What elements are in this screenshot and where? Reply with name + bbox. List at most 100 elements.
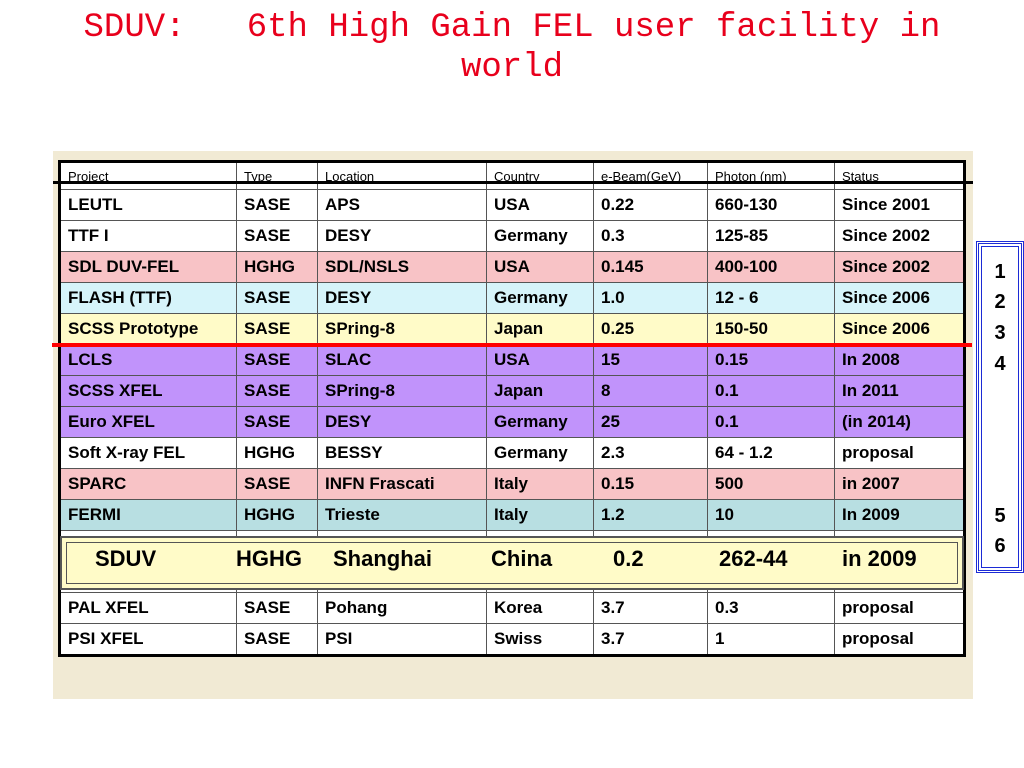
- table-cell: HGHG: [236, 437, 318, 469]
- sduv-status: in 2009: [842, 546, 917, 571]
- table-cell: TTF I: [59, 220, 237, 252]
- table-row: FERMI HGHG Trieste Italy 1.2 10 In 2009: [59, 499, 965, 531]
- table-cell: USA: [486, 251, 594, 283]
- table-cell: PAL XFEL: [59, 592, 237, 624]
- table-cell: Since 2002: [834, 251, 965, 283]
- sduv-country: China: [491, 546, 553, 571]
- table-row: LEUTL SASE APS USA 0.22 660-130 Since 2001: [59, 189, 965, 221]
- header-location: Location: [317, 161, 487, 190]
- rank-number-6: 6: [994, 535, 1006, 557]
- table-cell: SPring-8: [317, 313, 487, 345]
- header-project: Project: [59, 161, 237, 190]
- table-cell: In 2011: [834, 375, 965, 407]
- table-cell: SASE: [236, 623, 318, 656]
- table-cell: SASE: [236, 189, 318, 221]
- ranking-box: 1 2 3 4 5 6: [976, 241, 1024, 573]
- table-cell: (in 2014): [834, 406, 965, 438]
- table-cell: 1: [707, 623, 835, 656]
- table-header-row: Project Type Location Country e-Beam(GeV…: [59, 161, 965, 190]
- table-cell: Euro XFEL: [59, 406, 237, 438]
- table-cell: USA: [486, 344, 594, 376]
- table-cell: SASE: [236, 344, 318, 376]
- table-cell: DESY: [317, 406, 487, 438]
- table-cell: Since 2006: [834, 282, 965, 314]
- table-cell: LEUTL: [59, 189, 237, 221]
- slide-title: SDUV: 6th High Gain FEL user facility in…: [83, 9, 961, 87]
- table-cell: SPARC: [59, 468, 237, 500]
- sduv-project: SDUV: [95, 546, 157, 571]
- table-cell: in 2007: [834, 468, 965, 500]
- table-cell: APS: [317, 189, 487, 221]
- table-row: Euro XFEL SASE DESY Germany 25 0.1 (in 2014): [59, 406, 965, 438]
- table-cell: HGHG: [236, 251, 318, 283]
- table-cell: Since 2002: [834, 220, 965, 252]
- table-cell: 400-100: [707, 251, 835, 283]
- table-cell: Since 2006: [834, 313, 965, 345]
- table-cell: proposal: [834, 592, 965, 624]
- table-cell: proposal: [834, 623, 965, 656]
- table-body: LEUTL SASE APS USA 0.22 660-130 Since 2001 TTF …: [59, 189, 965, 656]
- header-status: Status: [834, 161, 965, 190]
- table-cell: DESY: [317, 220, 487, 252]
- table-cell: 1.2: [593, 499, 708, 531]
- header-type: Type: [236, 161, 318, 190]
- table-row: SDL DUV-FEL HGHG SDL/NSLS USA 0.145 400-100 Si…: [59, 251, 965, 283]
- rank-number-2: 2: [994, 291, 1006, 313]
- table-cell: 64 - 1.2: [707, 437, 835, 469]
- sduv-type: HGHG: [236, 546, 302, 571]
- table-cell: 12 - 6: [707, 282, 835, 314]
- table-cell: 150-50: [707, 313, 835, 345]
- table-cell: DESY: [317, 282, 487, 314]
- table-row: SCSS Prototype SASE SPring-8 Japan 0.25 150-5…: [59, 313, 965, 345]
- table-cell: LCLS: [59, 344, 237, 376]
- header-country: Country: [486, 161, 594, 190]
- table-cell: PSI: [317, 623, 487, 656]
- table-cell: 0.1: [707, 375, 835, 407]
- table-cell: HGHG: [236, 499, 318, 531]
- table-cell: Korea: [486, 592, 594, 624]
- table-cell: PSI XFEL: [59, 623, 237, 656]
- table-cell: Germany: [486, 220, 594, 252]
- table-cell: SASE: [236, 592, 318, 624]
- sduv-location: Shanghai: [333, 546, 433, 571]
- table-cell: SDL/NSLS: [317, 251, 487, 283]
- rank-number-3: 3: [994, 322, 1006, 344]
- table-cell: Germany: [486, 406, 594, 438]
- table-cell: Germany: [486, 437, 594, 469]
- header-ebeam: e-Beam(GeV): [593, 161, 708, 190]
- table-cell: INFN Frascati: [317, 468, 487, 500]
- table-cell: 0.3: [593, 220, 708, 252]
- table-cell: 0.15: [707, 344, 835, 376]
- fel-facility-table: Project Type Location Country e-Beam(GeV…: [58, 160, 966, 657]
- table-cell: USA: [486, 189, 594, 221]
- sduv-highlight-row: SDUV HGHG Shanghai China 0.2 262-44 in 2…: [60, 536, 964, 590]
- table-cell: Japan: [486, 375, 594, 407]
- table-cell: Germany: [486, 282, 594, 314]
- table-cell: 0.145: [593, 251, 708, 283]
- sduv-photon: 262-44: [719, 546, 788, 571]
- table-cell: BESSY: [317, 437, 487, 469]
- table-cell: SPring-8: [317, 375, 487, 407]
- table-cell: 3.7: [593, 623, 708, 656]
- table-row: SPARC SASE INFN Frascati Italy 0.15 500 in 200…: [59, 468, 965, 500]
- table-cell: Italy: [486, 499, 594, 531]
- table-row: TTF I SASE DESY Germany 0.3 125-85 Since 2002: [59, 220, 965, 252]
- table-row: LCLS SASE SLAC USA 15 0.15 In 2008: [59, 344, 965, 376]
- table-cell: 500: [707, 468, 835, 500]
- table-cell: 0.25: [593, 313, 708, 345]
- table-cell: 8: [593, 375, 708, 407]
- rank-number-4: 4: [994, 353, 1006, 375]
- table-cell: proposal: [834, 437, 965, 469]
- ranking-inner-border: [981, 246, 1019, 568]
- table-cell: SASE: [236, 468, 318, 500]
- table-cell: SASE: [236, 406, 318, 438]
- table-cell: SCSS XFEL: [59, 375, 237, 407]
- table-cell: Pohang: [317, 592, 487, 624]
- table-cell: FERMI: [59, 499, 237, 531]
- table-row: PAL XFEL SASE Pohang Korea 3.7 0.3 proposal: [59, 592, 965, 624]
- table-cell: 2.3: [593, 437, 708, 469]
- table-row: PSI XFEL SASE PSI Swiss 3.7 1 proposal: [59, 623, 965, 656]
- sduv-inner-border: [66, 542, 958, 584]
- table-cell: SASE: [236, 220, 318, 252]
- table-row: FLASH (TTF) SASE DESY Germany 1.0 12 - 6 Since…: [59, 282, 965, 314]
